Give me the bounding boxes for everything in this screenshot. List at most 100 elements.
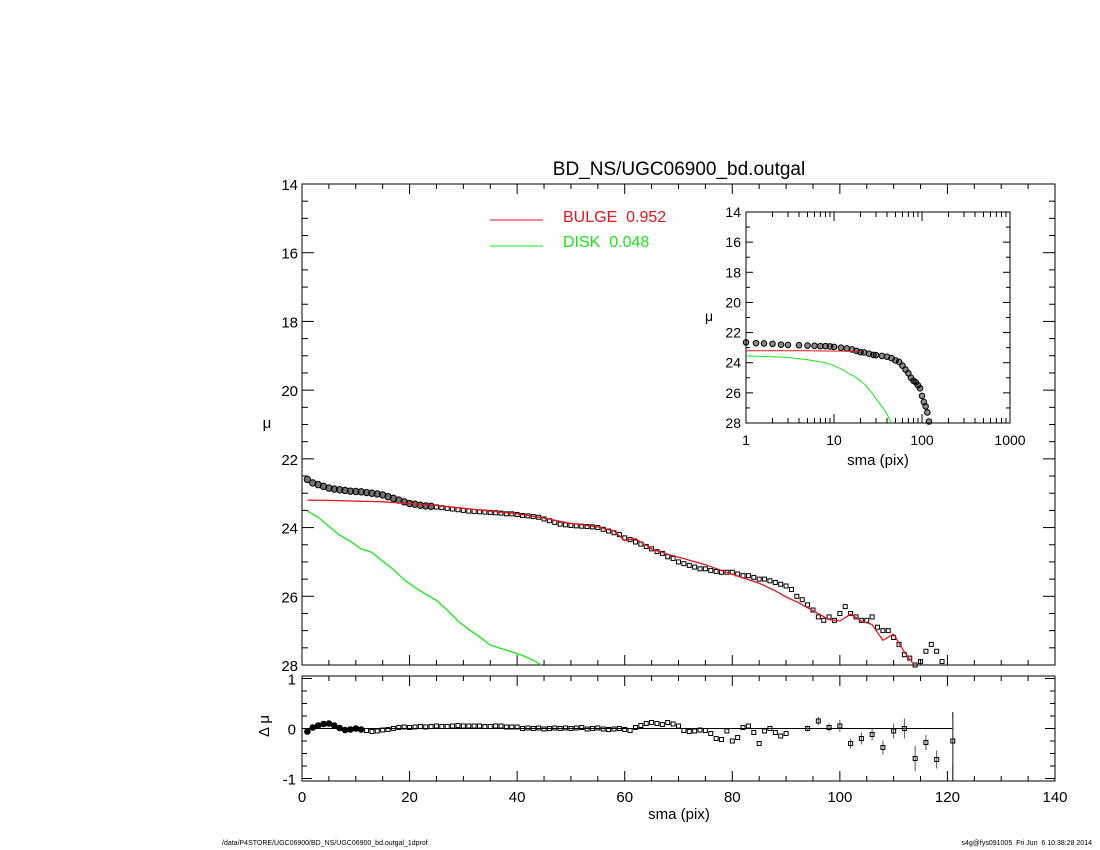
residual-data-point <box>579 725 585 730</box>
main-data-point <box>686 562 692 568</box>
residual-data-point <box>503 724 509 730</box>
residual-data-point <box>396 725 402 730</box>
main-disk-model-line <box>307 510 542 666</box>
residual-data-point <box>751 730 757 735</box>
residual-data-point <box>912 756 918 761</box>
inset-data-point <box>784 341 792 349</box>
main-series <box>303 475 945 668</box>
residual-data-point <box>611 726 617 732</box>
residual-data-point <box>341 726 349 734</box>
main-data-point <box>778 581 784 587</box>
main-data-point <box>713 569 719 575</box>
residual-data-point <box>729 738 735 744</box>
main-y-tick-label: 20 <box>281 383 298 400</box>
residual-data-point <box>670 721 676 727</box>
main-data-point <box>681 561 687 567</box>
residual-x-tick-label: 100 <box>827 789 852 806</box>
inset-panel: 14 16 18 20 22 24 26 281 10 100 1000 μ sma (pix) <box>705 204 1026 469</box>
legend-label-bulge: BULGE 0.952 <box>563 209 666 226</box>
residual-data-point <box>858 736 864 741</box>
main-data-point <box>837 610 843 616</box>
residual-x-tick-label: 140 <box>1042 789 1067 806</box>
main-y-axis: 14 16 18 20 22 24 26 28 <box>281 177 1056 675</box>
residual-data-point <box>412 724 418 730</box>
residual-data-point <box>659 722 665 727</box>
residual-data-point <box>309 724 317 731</box>
residual-data-point <box>649 720 655 725</box>
residual-data-point <box>460 723 466 729</box>
main-data-point <box>875 624 881 630</box>
inset-data-point <box>811 342 818 350</box>
main-data-point <box>670 555 676 561</box>
residual-data-point <box>772 730 778 735</box>
inset-data-point <box>837 344 845 351</box>
residual-data-point <box>745 723 751 729</box>
inset-y-tick-label: 14 <box>725 204 741 220</box>
main-y-tick-label: 26 <box>281 589 298 606</box>
main-data-point <box>772 580 778 586</box>
inset-x-tick-label: 100 <box>910 432 934 448</box>
residual-data-point <box>476 723 482 729</box>
residual-data-point <box>708 731 714 736</box>
main-data-point <box>503 511 509 517</box>
residual-data-point <box>869 732 875 737</box>
footer-file-path: /data/P4STORE/UGC06900/BD_NS/UGC06900_bd… <box>222 840 428 847</box>
main-panel: 14 16 18 20 22 24 26 28 μ BULGE 0.952 DISK 0.04… <box>263 177 1056 675</box>
residual-data-point <box>713 736 719 741</box>
residual-data-point <box>520 726 526 731</box>
residual-y-tick-label: 0 <box>288 722 296 739</box>
main-y-tick-label: 22 <box>281 452 298 469</box>
main-data-point <box>805 602 811 608</box>
main-data-point <box>928 641 934 647</box>
residual-data-point <box>541 726 547 732</box>
residual-data-point <box>891 728 897 734</box>
inset-data-point <box>916 385 924 392</box>
main-data-point <box>939 659 945 665</box>
main-data-point <box>788 586 794 592</box>
main-data-point <box>493 510 499 516</box>
residual-data-point <box>423 724 429 730</box>
inset-y-tick-label: 20 <box>725 294 741 310</box>
inset-x-tick-label: 1 <box>742 432 750 448</box>
residual-series <box>302 712 956 781</box>
residual-data-point <box>369 729 375 734</box>
residual-data-point <box>632 725 638 730</box>
residual-data-point <box>934 757 940 762</box>
residual-y-tick-label: 1 <box>288 672 296 689</box>
inset-data-point <box>924 409 931 416</box>
main-data-point <box>762 576 768 582</box>
residual-data-point <box>471 723 477 729</box>
residual-data-point <box>740 725 746 730</box>
residual-data-point <box>622 727 628 732</box>
main-data-point <box>708 568 714 574</box>
residual-data-point <box>815 718 821 724</box>
residual-data-point <box>584 726 590 732</box>
residual-data-point <box>681 728 687 733</box>
inset-data-point <box>830 343 838 351</box>
inset-y-tick-label: 22 <box>725 325 741 341</box>
inset-y-tick-label: 24 <box>725 355 741 371</box>
residual-data-point <box>325 720 333 727</box>
residual-data-point <box>638 723 644 728</box>
main-y-axis-label: μ <box>263 415 272 432</box>
main-data-point <box>676 559 681 565</box>
main-data-point <box>632 539 638 545</box>
residual-data-point <box>428 724 434 729</box>
main-data-point <box>557 521 563 527</box>
inset-x-axis-label: sma (pix) <box>847 452 909 469</box>
main-data-point <box>692 564 698 570</box>
main-data-point <box>923 648 929 654</box>
residual-data-point <box>482 724 488 729</box>
main-data-point <box>498 510 504 516</box>
residual-data-point <box>450 723 456 729</box>
residual-data-point <box>487 724 493 729</box>
residual-data-point <box>407 725 413 730</box>
residual-data-point <box>530 726 536 731</box>
inset-data-point <box>872 351 880 359</box>
residual-data-point <box>433 723 439 729</box>
residual-data-point <box>643 721 649 726</box>
inset-y-tick-label: 16 <box>725 234 741 250</box>
main-data-point <box>751 574 757 580</box>
residual-data-point <box>600 726 606 732</box>
